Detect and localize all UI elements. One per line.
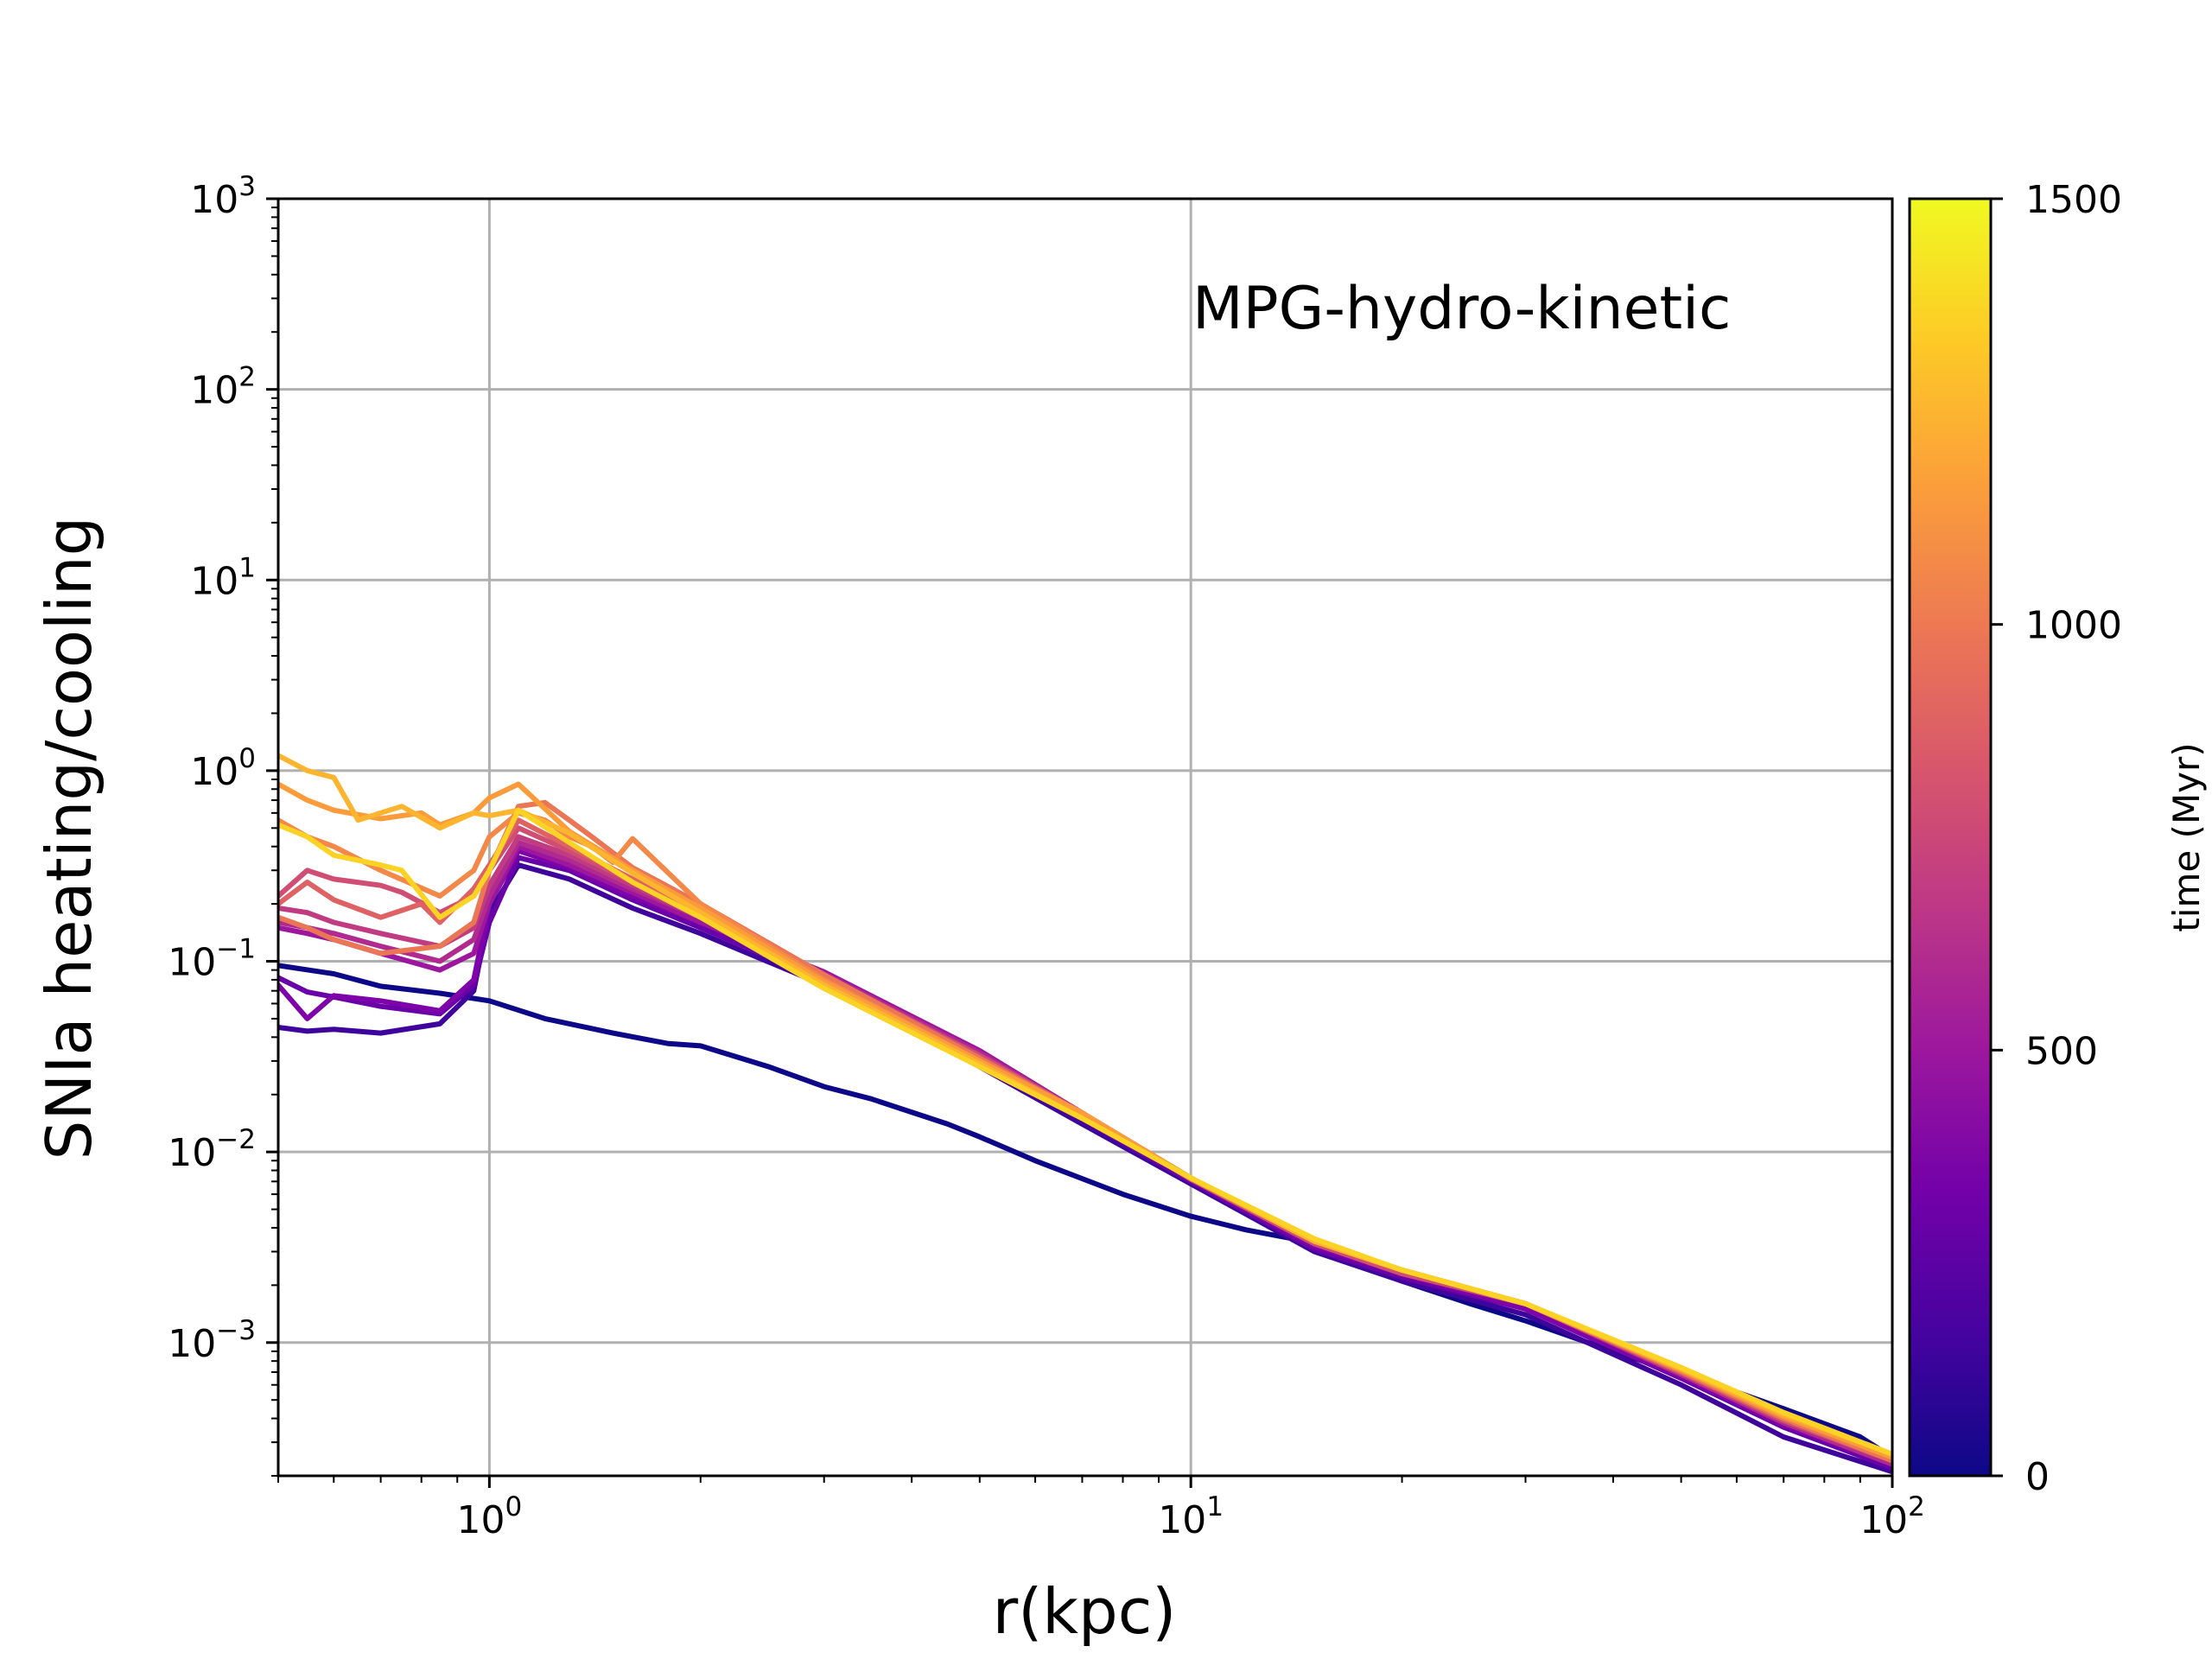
y-tick-label: 102 xyxy=(190,362,256,413)
y-tick-label: 10−1 xyxy=(168,934,256,985)
y-tick-label: 10−3 xyxy=(168,1315,256,1366)
y-tick-label: 100 xyxy=(190,743,256,794)
colorbar-title: time (Myr) xyxy=(2165,742,2208,931)
plot-frame xyxy=(276,197,1894,1478)
y-tick-label: 103 xyxy=(190,171,256,222)
colorbar-tick-label: 500 xyxy=(2025,1029,2098,1073)
x-axis-title: r(kpc) xyxy=(993,1575,1177,1648)
annotation-label: MPG-hydro-kinetic xyxy=(1192,275,1731,343)
y-ticks: 10−3 10−2 10−1 100 101 102 103 xyxy=(168,171,278,1477)
y-tick-label: 101 xyxy=(190,552,256,603)
y-tick-label: 10−2 xyxy=(168,1124,256,1175)
x-tick-label: 100 xyxy=(457,1491,523,1542)
x-tick-label: 101 xyxy=(1158,1491,1224,1542)
series-line xyxy=(278,807,1892,1457)
y-axis-title: SNIa heating/cooling xyxy=(33,517,105,1160)
colorbar-ticks: 0 500 1000 1500 xyxy=(1991,178,2122,1499)
colorbar-tick-label: 0 xyxy=(2025,1455,2050,1499)
series-line xyxy=(278,862,1892,1475)
colorbar-tick-label: 1000 xyxy=(2025,604,2122,648)
x-tick-label: 102 xyxy=(1859,1491,1925,1542)
x-ticks: 100 101 102 xyxy=(277,1476,1925,1542)
colorbar xyxy=(1908,197,1993,1478)
series-group xyxy=(278,753,1892,1475)
colorbar-tick-label: 1500 xyxy=(2025,178,2122,222)
